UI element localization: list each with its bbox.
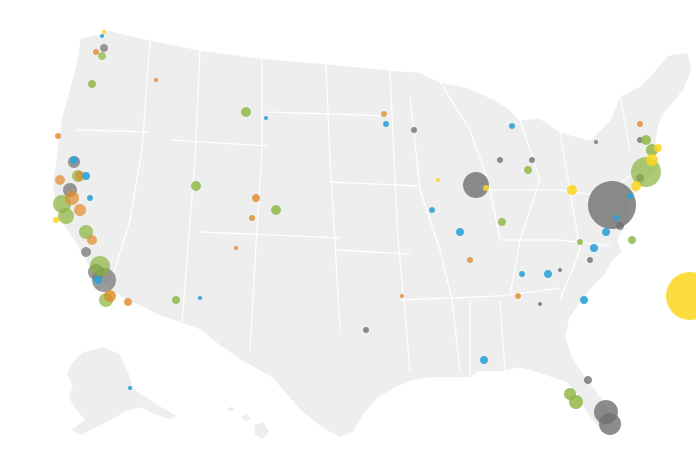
orange-bubble-48[interactable] (124, 298, 132, 306)
orange-bubble-57[interactable] (93, 49, 99, 55)
green-bubble-35[interactable] (241, 107, 251, 117)
gray-bubble-12[interactable] (497, 157, 503, 163)
blue-bubble-62[interactable] (480, 356, 488, 364)
gray-bubble-9[interactable] (584, 376, 592, 384)
orange-bubble-52[interactable] (55, 133, 61, 139)
gray-bubble-3[interactable] (588, 181, 636, 229)
blue-bubble-66[interactable] (602, 228, 610, 236)
blue-bubble-68[interactable] (429, 207, 435, 213)
blue-bubble-70[interactable] (82, 172, 90, 180)
alaska (65, 345, 179, 437)
blue-bubble-63[interactable] (544, 270, 552, 278)
green-bubble-30[interactable] (569, 395, 583, 409)
blue-bubble-67[interactable] (456, 228, 464, 236)
blue-bubble-81[interactable] (519, 271, 525, 277)
gray-bubble-17[interactable] (587, 257, 593, 263)
green-bubble-40[interactable] (172, 296, 180, 304)
hawaii-islands (225, 405, 271, 441)
gray-bubble-19[interactable] (616, 222, 624, 230)
green-bubble-36[interactable] (88, 80, 96, 88)
orange-bubble-61[interactable] (154, 78, 158, 82)
gray-bubble-18[interactable] (558, 268, 562, 272)
orange-bubble-46[interactable] (87, 235, 97, 245)
orange-bubble-44[interactable] (65, 191, 79, 205)
orange-bubble-47[interactable] (104, 290, 116, 302)
yellow-bubble-85[interactable] (631, 181, 641, 191)
land-layer (51, 29, 693, 441)
gray-bubble-11[interactable] (411, 127, 417, 133)
gray-bubble-10[interactable] (363, 327, 369, 333)
green-bubble-41[interactable] (628, 236, 636, 244)
orange-bubble-51[interactable] (55, 175, 65, 185)
green-bubble-27[interactable] (90, 256, 110, 276)
green-bubble-33[interactable] (271, 205, 281, 215)
yellow-bubble-82[interactable] (666, 272, 696, 320)
gray-bubble-13[interactable] (529, 157, 535, 163)
orange-bubble-56[interactable] (637, 121, 643, 127)
blue-bubble-78[interactable] (198, 296, 202, 300)
green-bubble-37[interactable] (498, 218, 506, 226)
yellow-bubble-87[interactable] (654, 144, 662, 152)
yellow-bubble-88[interactable] (53, 217, 59, 223)
blue-bubble-79[interactable] (100, 34, 104, 38)
yellow-bubble-86[interactable] (483, 185, 489, 191)
contiguous-us (51, 29, 693, 439)
blue-bubble-74[interactable] (613, 215, 619, 221)
yellow-bubble-89[interactable] (102, 30, 106, 34)
blue-bubble-64[interactable] (580, 296, 588, 304)
gray-bubble-4[interactable] (463, 172, 489, 198)
orange-bubble-60[interactable] (234, 246, 238, 250)
gray-bubble-15[interactable] (100, 44, 108, 52)
green-bubble-26[interactable] (79, 225, 93, 239)
green-bubble-39[interactable] (524, 166, 532, 174)
gray-bubble-22[interactable] (538, 302, 542, 306)
gray-bubble-20[interactable] (81, 247, 91, 257)
orange-bubble-45[interactable] (74, 204, 86, 216)
green-bubble-31[interactable] (641, 135, 651, 145)
blue-bubble-80[interactable] (627, 193, 633, 199)
gray-bubble-16[interactable] (594, 140, 598, 144)
blue-bubble-71[interactable] (70, 156, 78, 164)
blue-bubble-76[interactable] (128, 386, 132, 390)
yellow-bubble-83[interactable] (567, 185, 577, 195)
gray-bubble-2[interactable] (599, 413, 621, 435)
orange-bubble-54[interactable] (467, 257, 473, 263)
green-bubble-38[interactable] (577, 239, 583, 245)
blue-bubble-65[interactable] (590, 244, 598, 252)
yellow-bubble-84[interactable] (646, 154, 658, 166)
blue-bubble-77[interactable] (264, 116, 268, 120)
blue-bubble-72[interactable] (87, 195, 93, 201)
green-bubble-25[interactable] (58, 208, 74, 224)
orange-bubble-53[interactable] (381, 111, 387, 117)
orange-bubble-55[interactable] (515, 293, 521, 299)
bubble-layer (53, 30, 696, 435)
orange-bubble-49[interactable] (252, 194, 260, 202)
blue-bubble-73[interactable] (94, 276, 102, 284)
blue-bubble-69[interactable] (383, 121, 389, 127)
orange-bubble-59[interactable] (75, 171, 85, 181)
green-bubble-43[interactable] (98, 52, 106, 60)
green-bubble-34[interactable] (191, 181, 201, 191)
blue-bubble-75[interactable] (509, 123, 515, 129)
orange-bubble-50[interactable] (249, 215, 255, 221)
yellow-bubble-90[interactable] (436, 178, 440, 182)
orange-bubble-58[interactable] (400, 294, 404, 298)
